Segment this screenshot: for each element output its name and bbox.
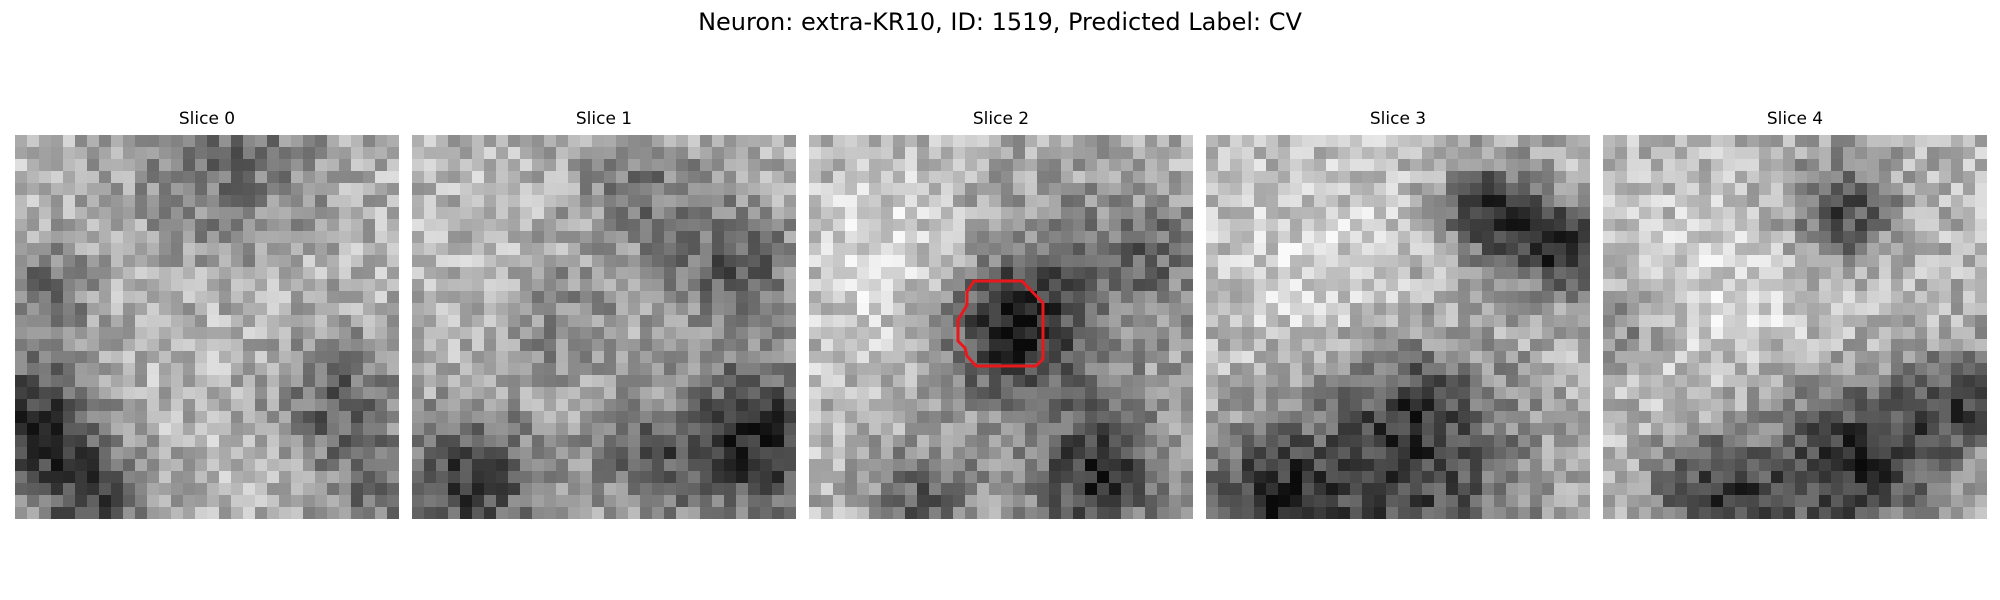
slice-image: [412, 135, 796, 519]
slice-image: [1206, 135, 1590, 519]
slice-image: [1603, 135, 1987, 519]
slice-panel-0: Slice 0: [15, 108, 399, 519]
figure-title: Neuron: extra-KR10, ID: 1519, Predicted …: [698, 8, 1302, 36]
slice-title: Slice 0: [178, 109, 236, 129]
slice-panel-2: Slice 2: [809, 108, 1193, 519]
slice-image: [15, 135, 399, 519]
slice-image: [809, 135, 1193, 519]
slice-panel-4: Slice 4: [1603, 108, 1987, 519]
slice-title: Slice 4: [1766, 109, 1824, 129]
slice-title: Slice 3: [1369, 109, 1427, 129]
slice-panel-1: Slice 1: [412, 108, 796, 519]
slice-title: Slice 1: [575, 109, 633, 129]
slice-title: Slice 2: [972, 109, 1030, 129]
slice-panel-3: Slice 3: [1206, 108, 1590, 519]
